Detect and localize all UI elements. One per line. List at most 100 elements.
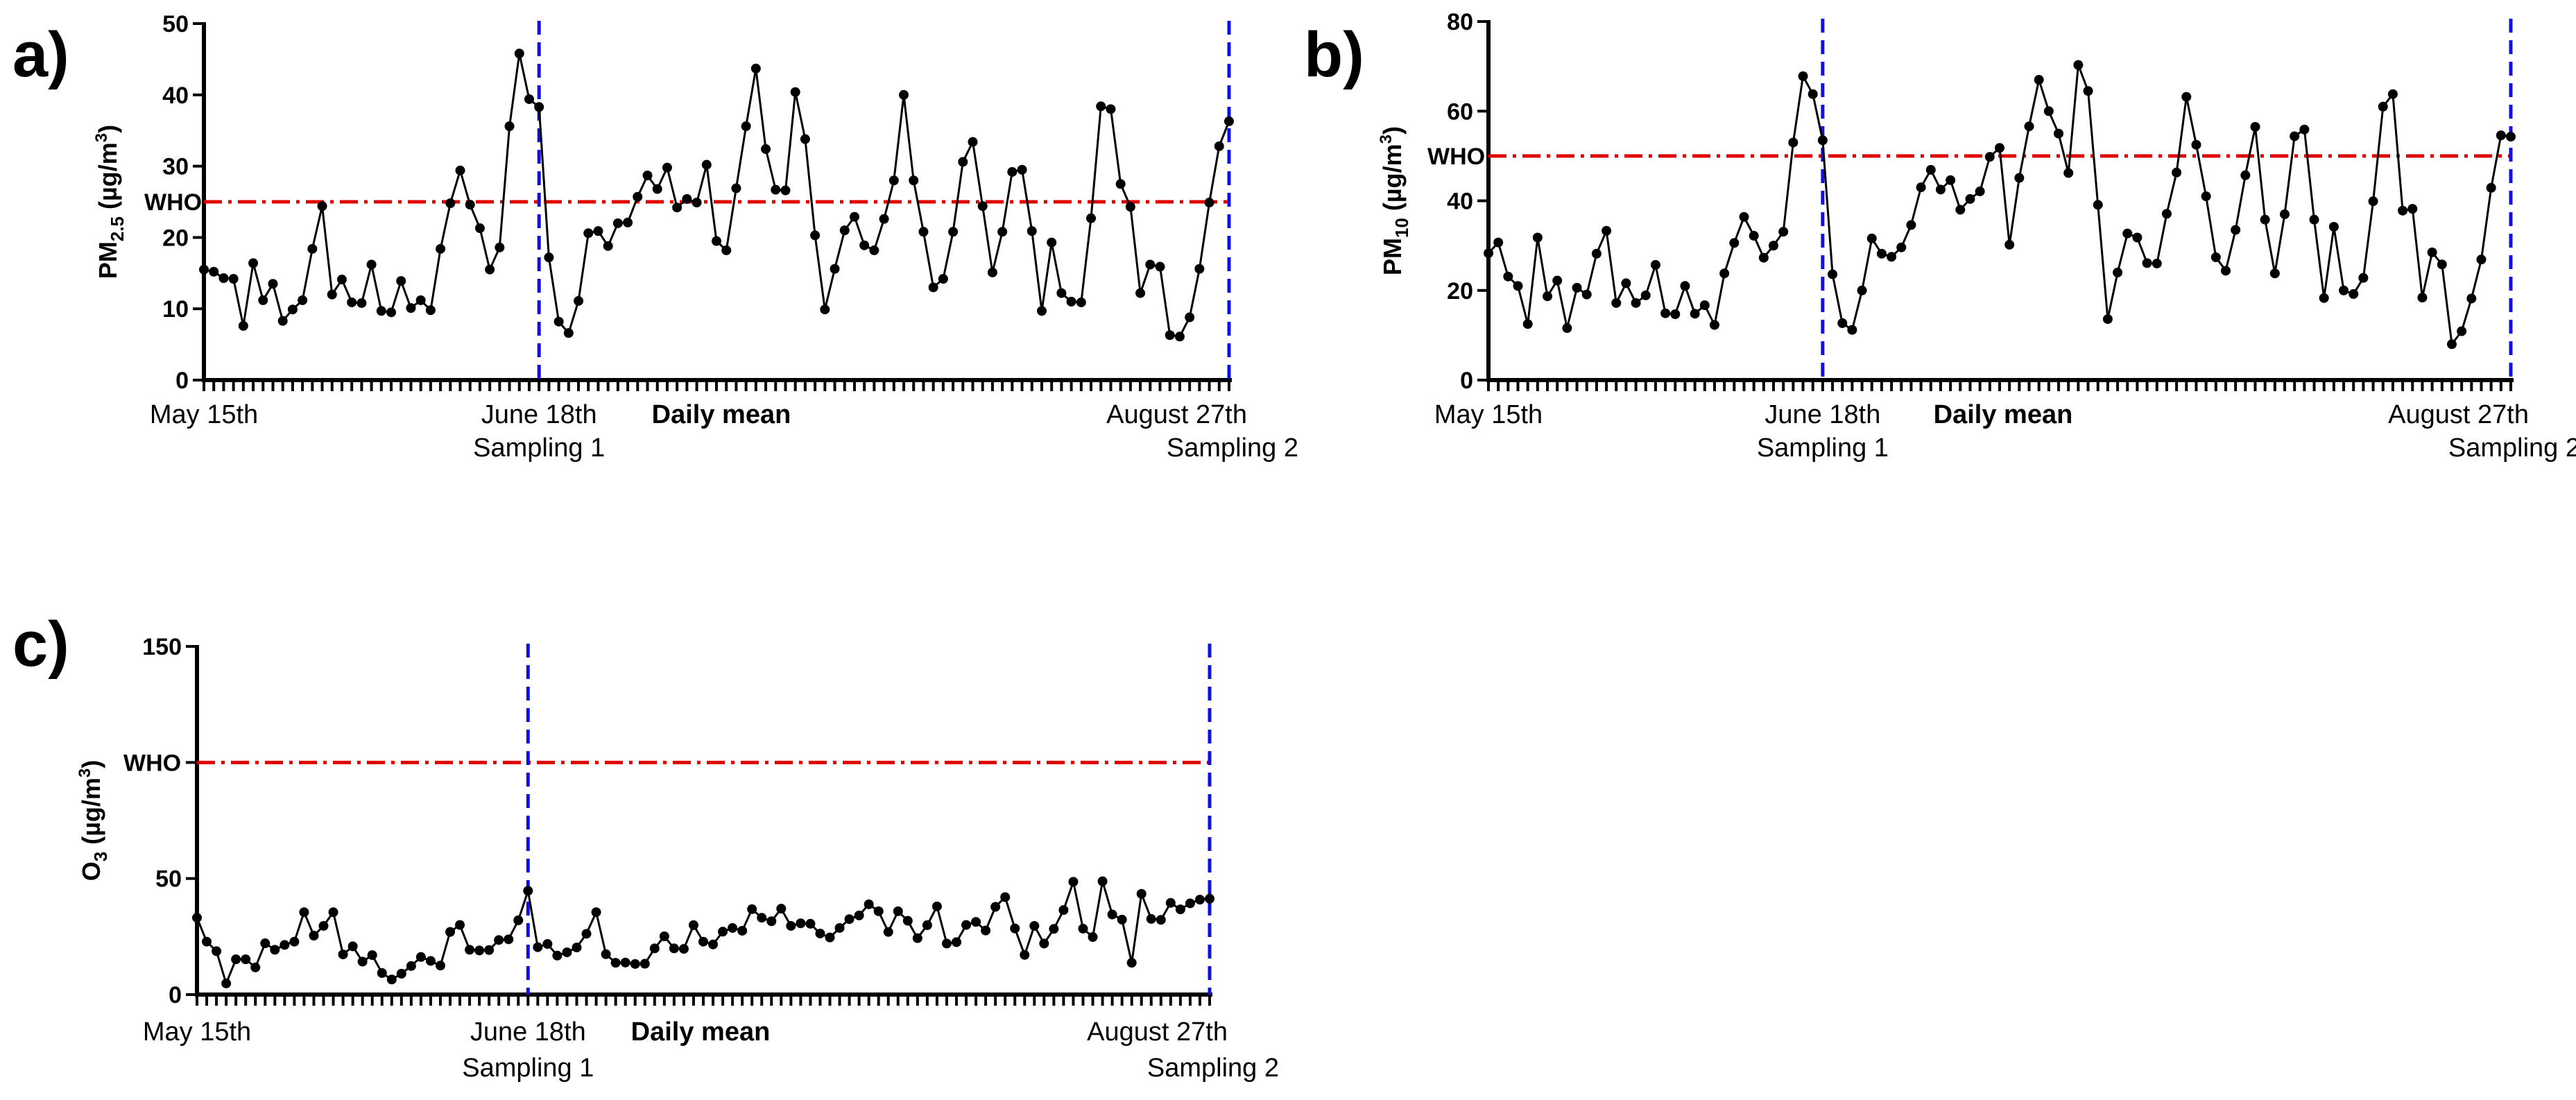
data-point bbox=[2349, 289, 2359, 299]
data-point bbox=[485, 264, 495, 275]
data-point bbox=[728, 922, 738, 933]
data-point bbox=[899, 89, 909, 100]
data-point bbox=[1788, 137, 1798, 148]
panel-a-pm25: a) 0 10 20 30 40 50 PM2.5 (µg/m3) WHO June 18th Sa… bbox=[12, 11, 1298, 463]
data-point bbox=[1562, 323, 1572, 334]
data-point bbox=[1769, 241, 1779, 251]
data-point bbox=[2486, 182, 2496, 193]
data-point bbox=[672, 203, 682, 213]
data-point bbox=[425, 305, 436, 316]
data-point bbox=[1194, 264, 1205, 274]
data-point bbox=[958, 157, 968, 167]
data-point bbox=[1106, 104, 1116, 114]
data-point bbox=[931, 901, 942, 911]
y-tick-label: 60 bbox=[1447, 98, 1473, 125]
data-point bbox=[574, 295, 584, 306]
marker-date-label: June 18th bbox=[470, 1017, 586, 1047]
data-point bbox=[299, 907, 309, 918]
data-point bbox=[474, 223, 485, 234]
data-point bbox=[415, 952, 426, 962]
data-point bbox=[786, 920, 796, 931]
data-point bbox=[1887, 252, 1897, 262]
data-point bbox=[504, 934, 514, 945]
data-point bbox=[2398, 205, 2408, 216]
data-point bbox=[1205, 893, 1214, 904]
data-point bbox=[415, 295, 426, 305]
data-point bbox=[2122, 228, 2133, 239]
x-start-label: May 15th bbox=[1434, 400, 1543, 429]
data-point bbox=[2043, 106, 2054, 117]
who-label: WHO bbox=[123, 750, 181, 776]
data-point bbox=[2152, 258, 2162, 268]
data-point bbox=[731, 183, 741, 194]
data-point bbox=[766, 916, 777, 927]
data-point bbox=[757, 913, 767, 923]
data-point bbox=[790, 87, 800, 97]
data-point bbox=[258, 295, 268, 305]
y-axis-label-base: PM bbox=[94, 241, 122, 279]
data-point bbox=[883, 927, 893, 937]
data-point bbox=[2142, 258, 2152, 268]
y-axis-label-unit: (µg/m bbox=[94, 142, 122, 216]
data-point bbox=[277, 316, 288, 326]
data-point bbox=[830, 264, 840, 274]
data-point bbox=[563, 328, 574, 338]
data-point bbox=[2387, 89, 2398, 99]
data-point bbox=[1020, 949, 1030, 960]
data-point bbox=[800, 134, 810, 144]
data-point bbox=[524, 94, 534, 104]
y-axis-label: PM10 (µg/m3) bbox=[1377, 126, 1412, 275]
data-point bbox=[1621, 278, 1631, 289]
marker-date-label: June 18th bbox=[481, 400, 597, 429]
data-point bbox=[1078, 923, 1088, 934]
data-point bbox=[1027, 226, 1037, 237]
data-point bbox=[2220, 266, 2231, 276]
data-point bbox=[796, 918, 806, 929]
data-point bbox=[1125, 202, 1135, 212]
y-tick-label: 0 bbox=[1460, 368, 1473, 394]
data-point bbox=[202, 936, 212, 947]
data-point bbox=[1984, 152, 1995, 162]
data-point bbox=[2339, 285, 2349, 295]
data-point bbox=[747, 904, 757, 914]
data-point bbox=[2210, 252, 2221, 262]
panel-label: b) bbox=[1304, 19, 1364, 90]
data-point bbox=[1068, 877, 1079, 887]
data-point bbox=[533, 942, 543, 952]
data-point bbox=[542, 939, 553, 949]
data-point bbox=[750, 63, 761, 74]
data-point bbox=[737, 925, 748, 936]
data-point bbox=[601, 949, 611, 959]
data-point bbox=[761, 144, 771, 154]
data-point bbox=[682, 194, 692, 204]
data-point bbox=[1503, 271, 1513, 282]
y-axis-label-unit-close: ) bbox=[94, 125, 122, 133]
data-point bbox=[864, 899, 874, 909]
panel-label: c) bbox=[12, 609, 69, 680]
data-point bbox=[228, 274, 239, 284]
y-tick-label: 50 bbox=[162, 11, 189, 37]
data-point bbox=[1117, 914, 1127, 925]
data-point bbox=[659, 931, 669, 941]
data-point bbox=[2014, 173, 2025, 183]
data-point bbox=[377, 968, 387, 978]
data-point bbox=[780, 185, 791, 196]
data-point bbox=[1145, 259, 1156, 270]
data-point bbox=[990, 902, 1001, 912]
data-point bbox=[231, 954, 241, 965]
data-point bbox=[298, 295, 308, 305]
data-point bbox=[534, 102, 544, 112]
marker-sampling-label: Sampling 2 bbox=[1147, 1054, 1279, 1083]
data-point bbox=[708, 939, 719, 949]
data-point bbox=[2093, 200, 2103, 210]
data-point bbox=[1916, 182, 1926, 193]
data-point bbox=[2132, 232, 2143, 243]
data-point bbox=[2466, 293, 2477, 304]
data-point bbox=[805, 918, 816, 929]
data-point bbox=[436, 243, 446, 254]
y-tick-label: 150 bbox=[142, 634, 182, 660]
data-point bbox=[1965, 194, 1975, 204]
data-point bbox=[1135, 288, 1146, 298]
data-point bbox=[1086, 213, 1097, 223]
